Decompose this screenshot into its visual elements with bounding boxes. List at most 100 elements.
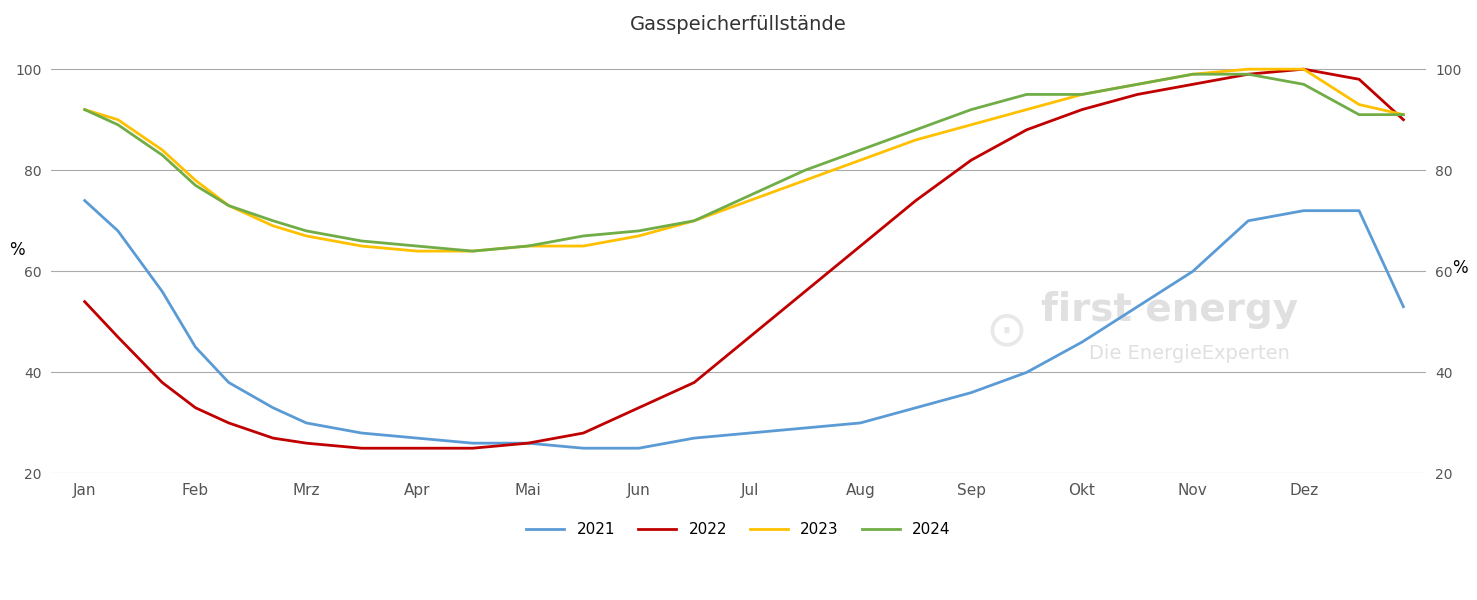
2024 [852, 146, 870, 154]
2024 [1128, 81, 1146, 88]
2022 [741, 334, 759, 341]
2022 [264, 434, 282, 442]
2023 [741, 197, 759, 204]
2022 [852, 242, 870, 250]
2023 [186, 177, 204, 184]
2023 [1394, 111, 1412, 118]
2024 [963, 106, 981, 113]
2021 [963, 389, 981, 396]
Y-axis label: %: % [9, 241, 25, 259]
2024 [109, 121, 127, 128]
2024 [518, 242, 536, 250]
2023 [75, 106, 93, 113]
2021 [297, 419, 315, 427]
2023 [1128, 81, 1146, 88]
2024 [575, 232, 592, 239]
2021 [796, 424, 814, 431]
Title: Gasspeicherfüllstände: Gasspeicherfüllstände [631, 15, 846, 34]
2024 [685, 217, 703, 224]
2022 [1185, 81, 1202, 88]
2024 [464, 248, 482, 255]
2024 [408, 242, 425, 250]
2021 [1394, 303, 1412, 310]
Legend: 2021, 2022, 2023, 2024: 2021, 2022, 2023, 2024 [520, 516, 957, 543]
2021 [109, 227, 127, 235]
2022 [154, 379, 171, 386]
2022 [1394, 116, 1412, 123]
2023 [1239, 65, 1257, 73]
2024 [629, 227, 647, 235]
2024 [1018, 91, 1035, 98]
2021 [907, 404, 925, 412]
2021 [154, 288, 171, 295]
2021 [353, 430, 371, 437]
2024 [907, 126, 925, 133]
2021 [75, 197, 93, 204]
2021 [1128, 303, 1146, 310]
2022 [963, 157, 981, 164]
2021 [1018, 369, 1035, 376]
2022 [1239, 71, 1257, 78]
2021 [220, 379, 238, 386]
Line: 2021: 2021 [84, 200, 1403, 448]
2023 [1074, 91, 1092, 98]
2023 [518, 242, 536, 250]
Line: 2024: 2024 [84, 74, 1403, 251]
2024 [1074, 91, 1092, 98]
2023 [575, 242, 592, 250]
2021 [741, 430, 759, 437]
2024 [1239, 71, 1257, 78]
2022 [1128, 91, 1146, 98]
2023 [353, 242, 371, 250]
2022 [1018, 126, 1035, 133]
2021 [1074, 338, 1092, 346]
2024 [796, 167, 814, 174]
2024 [1350, 111, 1368, 118]
2023 [685, 217, 703, 224]
2021 [685, 434, 703, 442]
2021 [1185, 268, 1202, 275]
Line: 2022: 2022 [84, 69, 1403, 448]
2024 [741, 192, 759, 199]
2021 [408, 434, 425, 442]
2023 [408, 248, 425, 255]
2023 [963, 121, 981, 128]
2024 [154, 151, 171, 158]
2022 [685, 379, 703, 386]
2022 [464, 445, 482, 452]
Line: 2023: 2023 [84, 69, 1403, 251]
2024 [75, 106, 93, 113]
2023 [907, 136, 925, 143]
2024 [264, 217, 282, 224]
2022 [353, 445, 371, 452]
2021 [264, 404, 282, 412]
Y-axis label: %: % [1452, 259, 1468, 277]
2022 [575, 430, 592, 437]
2022 [1295, 65, 1313, 73]
2023 [154, 146, 171, 154]
2022 [1350, 76, 1368, 83]
2024 [186, 182, 204, 189]
2022 [75, 298, 93, 305]
2023 [264, 222, 282, 229]
2022 [796, 288, 814, 295]
2021 [518, 440, 536, 447]
2024 [1185, 71, 1202, 78]
2023 [297, 232, 315, 239]
Text: Die EnergieExperten: Die EnergieExperten [1089, 344, 1289, 362]
2024 [1295, 81, 1313, 88]
2021 [186, 344, 204, 351]
2024 [220, 202, 238, 209]
2021 [464, 440, 482, 447]
2022 [629, 404, 647, 412]
2024 [297, 227, 315, 235]
2023 [464, 248, 482, 255]
2023 [1295, 65, 1313, 73]
2021 [575, 445, 592, 452]
2022 [297, 440, 315, 447]
2023 [1350, 101, 1368, 108]
2022 [518, 440, 536, 447]
2021 [1295, 207, 1313, 214]
2024 [1394, 111, 1412, 118]
2022 [907, 197, 925, 204]
